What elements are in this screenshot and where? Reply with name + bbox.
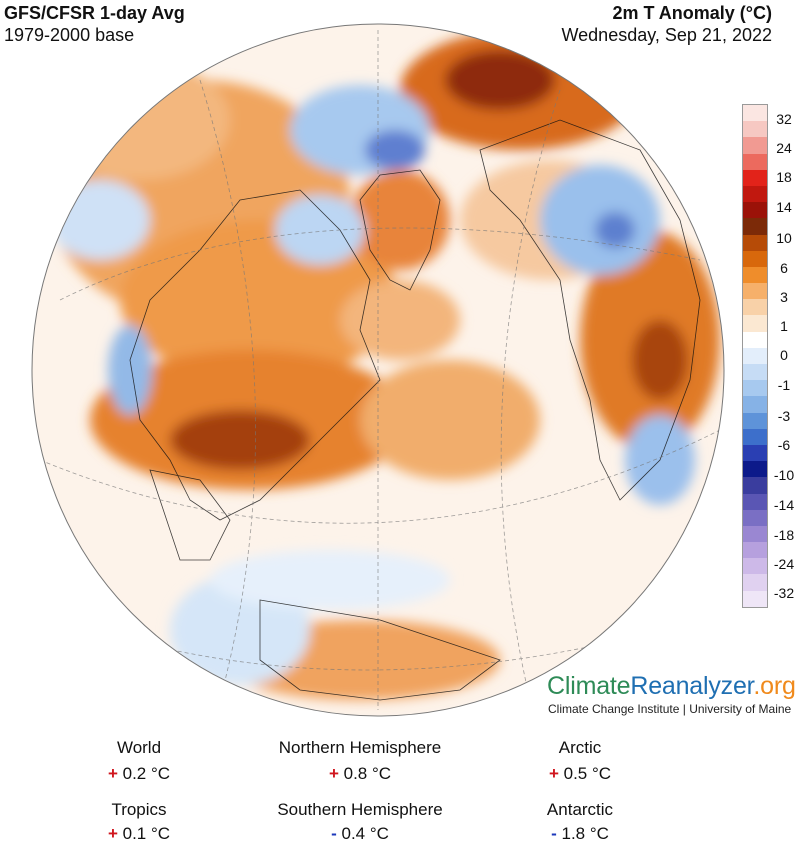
legend-label: 10 [776, 230, 792, 246]
site-logo: ClimateReanalyzer.org [547, 672, 796, 700]
legend-label: 6 [780, 260, 788, 276]
legend-swatch [743, 202, 767, 219]
legend-swatch [743, 121, 767, 138]
logo-word-climate: Climate [547, 672, 631, 700]
graticule [39, 30, 721, 710]
legend-swatch [743, 299, 767, 316]
stat-arctic-label: Arctic [558, 738, 602, 757]
stat-value: 1.8 °C [561, 824, 609, 843]
legend-swatch [743, 347, 767, 364]
legend-swatch [743, 477, 767, 494]
positive-sign: + [107, 824, 118, 843]
legend-swatch [743, 396, 767, 413]
variable-title: 2m T Anomaly (°C) [612, 3, 772, 23]
legend-swatch [743, 590, 767, 607]
legend-label: 3 [780, 289, 788, 305]
legend-label: -3 [777, 408, 791, 424]
legend-swatch [743, 493, 767, 510]
legend-label: -32 [773, 585, 795, 601]
legend-swatch [743, 234, 767, 251]
negative-sign: - [551, 824, 557, 843]
legend-swatch [743, 169, 767, 186]
legend-swatch [743, 315, 767, 332]
stat-tropics-value: + 0.1 °C [19, 824, 259, 844]
stat-antarctic-value: - 1.8 °C [460, 824, 700, 844]
legend-swatch [743, 105, 767, 122]
color-legend [742, 104, 768, 608]
legend-swatch [743, 509, 767, 526]
legend-label: 1 [780, 318, 788, 334]
legend-label: -10 [773, 467, 795, 483]
stat-value: 0.2 °C [122, 764, 171, 783]
map-title: GFS/CFSR 1-day Avg [4, 3, 185, 23]
legend-label: -18 [773, 527, 795, 543]
legend-swatch [743, 461, 767, 478]
stat-value: 0.5 °C [563, 764, 612, 783]
legend-swatch [743, 137, 767, 154]
negative-sign: - [331, 824, 337, 843]
logo-word-reanalyzer: Reanalyzer [630, 672, 754, 700]
legend-swatch [743, 266, 767, 284]
legend-label: -1 [777, 377, 791, 393]
legend-swatch [743, 444, 767, 462]
stat-nh-value: + 0.8 °C [240, 764, 480, 784]
legend-label: -24 [773, 556, 795, 572]
logo-word-org: .org [753, 672, 796, 700]
legend-label: 24 [776, 140, 792, 156]
stat-antarctic-label: Antarctic [546, 800, 614, 819]
positive-sign: + [107, 764, 118, 783]
legend-label: 18 [776, 169, 792, 185]
stat-nh-label: Northern Hemisphere [278, 738, 442, 757]
legend-swatch [743, 218, 767, 235]
legend-swatch [743, 250, 767, 267]
legend-swatch [743, 542, 767, 559]
legend-swatch [743, 525, 767, 543]
legend-label: -6 [777, 437, 791, 453]
legend-swatch [743, 428, 767, 445]
legend-label: 32 [776, 111, 792, 127]
stat-world-label: World [116, 738, 162, 757]
legend-label: 0 [780, 347, 788, 363]
institution-tagline: Climate Change Institute | University of… [548, 702, 792, 716]
stat-value: 0.1 °C [122, 824, 171, 843]
legend-label: 14 [776, 199, 792, 215]
legend-swatch [743, 364, 767, 381]
stat-sh-value: - 0.4 °C [240, 824, 480, 844]
map-date: Wednesday, Sep 21, 2022 [561, 25, 773, 45]
stat-value: 0.4 °C [341, 824, 389, 843]
stat-world-value: + 0.2 °C [19, 764, 259, 784]
positive-sign: + [328, 764, 339, 783]
legend-swatch [743, 153, 767, 170]
anomaly-field [32, 24, 724, 716]
legend-swatch [743, 331, 767, 348]
legend-swatch [743, 558, 767, 575]
legend-label: -14 [773, 497, 795, 513]
baseline-period: 1979-2000 base [4, 25, 135, 45]
legend-swatch [743, 412, 767, 429]
stat-arctic-value: + 0.5 °C [460, 764, 700, 784]
legend-swatch [743, 283, 767, 300]
stat-tropics-label: Tropics [111, 800, 167, 819]
stat-value: 0.8 °C [343, 764, 392, 783]
coastlines [129, 119, 701, 701]
stat-sh-label: Southern Hemisphere [277, 800, 443, 819]
legend-swatch [743, 574, 767, 591]
legend-swatch [743, 380, 767, 397]
legend-swatch [743, 185, 767, 203]
positive-sign: + [548, 764, 559, 783]
